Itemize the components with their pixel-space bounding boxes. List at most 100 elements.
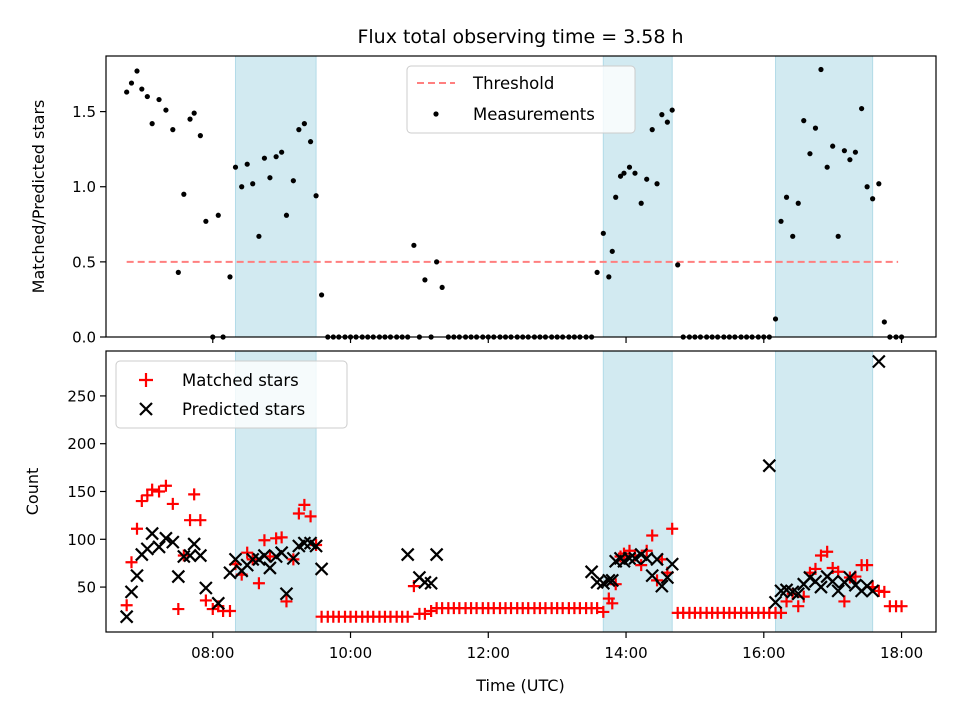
top-legend: Threshold Measurements — [406, 65, 636, 134]
predicted-star-point — [199, 581, 213, 595]
legend-measurements-swatch — [433, 111, 439, 117]
predicted-star-point — [166, 535, 180, 549]
x-tick-label: 12:00 — [467, 644, 510, 662]
measurement-point — [594, 269, 600, 275]
predicted-star-point — [245, 552, 260, 567]
matched-star-point — [775, 606, 788, 619]
measurement-point — [267, 175, 273, 181]
measurement-point — [638, 200, 644, 206]
measurement-point — [795, 200, 801, 206]
predicted-star-point — [193, 548, 208, 563]
measurement-point — [801, 118, 807, 124]
predicted-star-point — [297, 536, 312, 550]
matched-star-point — [120, 599, 133, 612]
measurement-point — [600, 230, 606, 236]
measurement-point — [859, 105, 865, 112]
measurement-point — [134, 68, 140, 74]
measurement-point — [203, 218, 209, 224]
measurement-point — [669, 107, 675, 113]
y-tick-label: 250 — [67, 387, 96, 405]
measurement-point — [778, 218, 784, 224]
measurement-point — [139, 86, 145, 92]
measurement-point — [318, 292, 325, 298]
x-tick-label: 08:00 — [191, 644, 234, 662]
predicted-star-point — [665, 557, 679, 571]
predicted-star-point — [130, 568, 144, 583]
predicted-star-point — [183, 548, 197, 563]
measurement-point — [617, 173, 624, 179]
chart-title: Flux total observing time = 3.58 h — [357, 26, 683, 48]
matched-star-point — [275, 531, 288, 544]
predicted-star-point — [768, 595, 783, 610]
bottom-legend: Matched stars Predicted stars — [115, 360, 348, 429]
predicted-star-point — [650, 552, 664, 567]
measurement-point — [644, 176, 650, 182]
matched-star-point — [153, 485, 166, 498]
measurement-point — [632, 170, 638, 176]
matched-star-point — [606, 597, 619, 610]
x-tick-label: 18:00 — [880, 644, 923, 662]
top-plot-frame — [105, 55, 937, 338]
measurement-point — [261, 155, 268, 161]
predicted-star-point — [257, 548, 272, 563]
measurement-point — [273, 154, 279, 160]
matched-star-point — [292, 507, 305, 520]
legend-predicted-swatch — [139, 402, 153, 416]
matched-star-point — [258, 534, 271, 547]
x-tick-label: 14:00 — [604, 644, 647, 662]
measurement-point — [613, 194, 619, 200]
bottom-y-ticks: 50 100 150 200 250 — [67, 387, 106, 597]
legend-matched-swatch — [139, 373, 153, 387]
legend-matched-label: Matched stars — [182, 371, 299, 390]
predicted-star-point — [400, 547, 415, 562]
predicted-star-point — [865, 584, 880, 598]
measurement-point — [675, 262, 681, 268]
matched-star-point — [298, 498, 311, 511]
measurement-point — [283, 212, 290, 218]
measurement-point — [830, 143, 836, 149]
shaded-interval-0 — [234, 55, 317, 338]
predicted-star-point — [145, 526, 159, 541]
measurement-point — [175, 269, 181, 275]
matched-star-point — [597, 605, 610, 618]
predicted-star-point — [424, 576, 438, 591]
matched-star-point — [895, 600, 908, 613]
predicted-star-point — [628, 551, 642, 566]
predicted-star-point — [660, 570, 675, 585]
matched-star-point — [814, 549, 827, 562]
predicted-star-point — [655, 579, 669, 593]
measurement-point — [279, 149, 285, 155]
matched-star-point — [425, 604, 438, 617]
predicted-star-point — [140, 542, 155, 556]
measurement-point — [149, 121, 155, 127]
predicted-star-point — [211, 596, 226, 611]
y-tick-label: 100 — [67, 531, 96, 549]
measurement-point — [818, 66, 824, 73]
x-tick-label: 10:00 — [329, 644, 372, 662]
measurement-point — [290, 178, 296, 184]
predicted-star-point — [274, 545, 289, 560]
measurement-point — [227, 274, 233, 280]
measurement-point — [256, 233, 262, 239]
measurement-points — [124, 66, 905, 340]
measurement-point — [807, 151, 813, 157]
measurement-point — [296, 127, 302, 133]
matched-star-point — [666, 522, 679, 535]
measurement-point — [852, 149, 859, 155]
matched-star-point — [125, 556, 138, 569]
predicted-star-point — [762, 458, 777, 473]
measurement-point — [664, 119, 670, 125]
ratio-panel: 0.0 0.5 1.0 1.5 Matched/Predicted stars Thr… — [29, 55, 937, 347]
top-y-axis-label: Matched/Predicted stars — [29, 100, 48, 294]
matched-star-point — [861, 559, 874, 572]
predicted-star-point — [228, 552, 243, 567]
predicted-star-point — [584, 565, 599, 579]
predicted-star-point — [825, 574, 840, 589]
matched-star-point — [635, 559, 648, 572]
measurement-point — [847, 157, 853, 163]
matched-star-point — [821, 545, 834, 558]
measurement-point — [659, 112, 665, 118]
shaded-interval-2 — [775, 55, 874, 338]
measurement-point — [621, 170, 627, 176]
measurement-point — [187, 116, 193, 122]
